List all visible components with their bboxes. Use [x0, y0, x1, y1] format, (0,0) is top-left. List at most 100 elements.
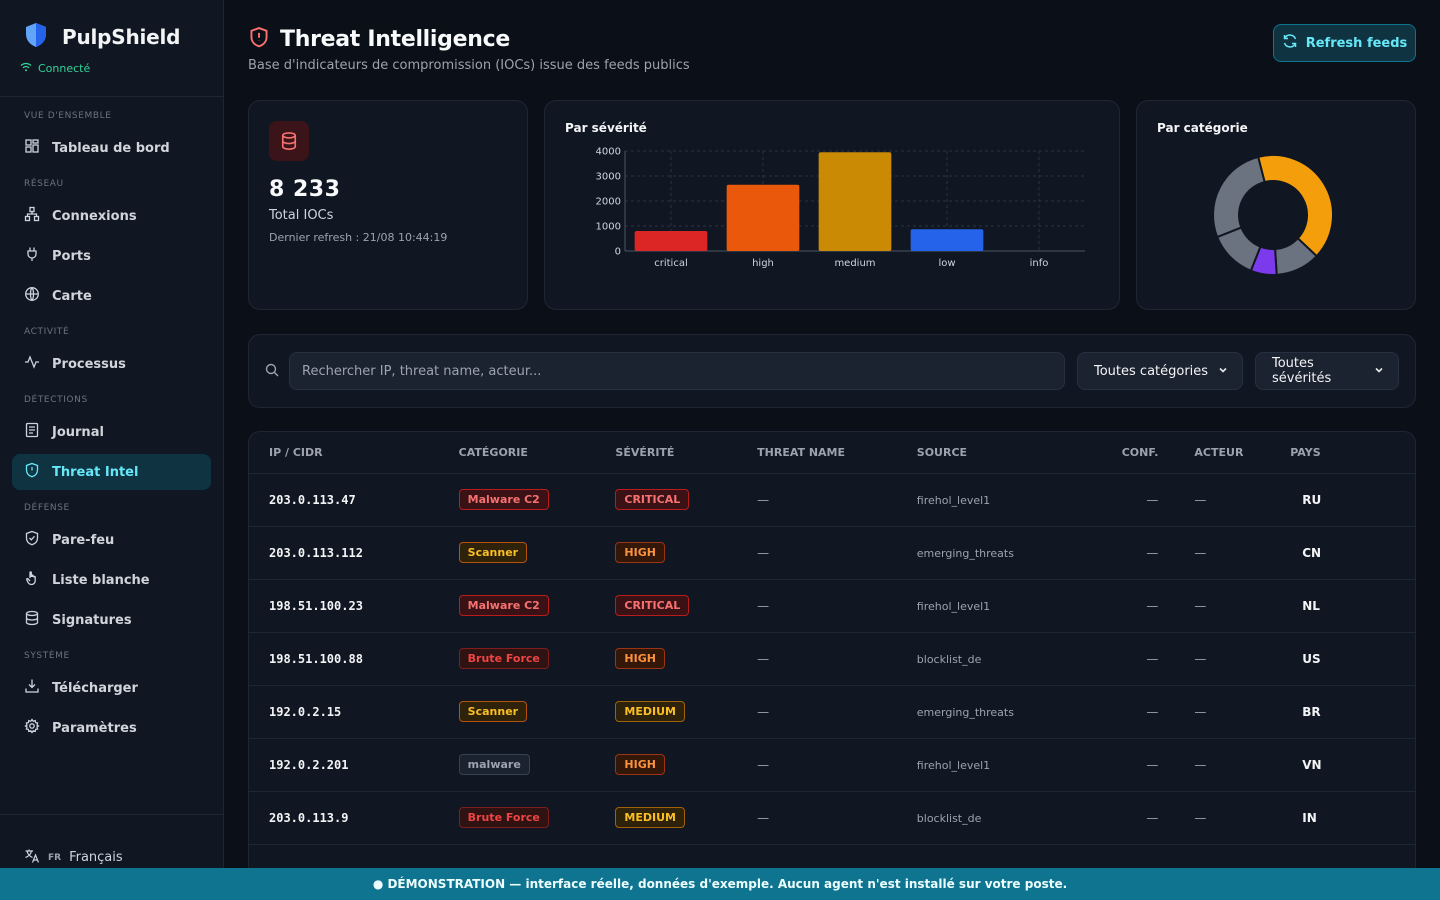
category-badge: Malware C2	[458, 595, 549, 616]
refresh-label: Refresh feeds	[1305, 35, 1408, 51]
shield-alert-icon	[24, 462, 40, 482]
severity-select[interactable]: Toutes sévérités	[1255, 352, 1399, 390]
source: firehol_level1	[916, 599, 991, 613]
col-header-actor[interactable]: ACTEUR	[1170, 432, 1291, 474]
table-row[interactable]: 203.0.113.112 Scanner HIGH — emerging_threat…	[249, 526, 1415, 580]
wifi-icon	[20, 62, 32, 75]
sidebar-nav: VUE D'ENSEMBLE Tableau de bord RÉSEAU Co…	[0, 97, 223, 746]
category-select[interactable]: Toutes catégories	[1077, 352, 1243, 390]
table-header-row: IP / CIDR CATÉGORIE SÉVÉRITÉ THREAT NAME…	[249, 432, 1415, 474]
shield-logo-icon	[24, 22, 48, 52]
col-header-category[interactable]: CATÉGORIE	[458, 432, 616, 474]
sidebar-item-label: Paramètres	[52, 720, 137, 736]
table-row[interactable]: 203.0.113.47 Malware C2 CRITICAL — firehol_l…	[249, 473, 1415, 527]
demo-banner: ● DÉMONSTRATION — interface réelle, donn…	[0, 868, 1440, 900]
dashboard-icon	[24, 138, 40, 158]
sidebar-item-firewall[interactable]: Pare-feu	[12, 522, 211, 558]
sidebar-item-connections[interactable]: Connexions	[12, 198, 211, 234]
page-subtitle: Base d'indicateurs de compromission (IOC…	[248, 58, 690, 73]
page-header: Threat Intelligence Base d'indicateurs d…	[248, 26, 690, 74]
sidebar-item-dashboard[interactable]: Tableau de bord	[12, 130, 211, 166]
sidebar-item-label: Threat Intel	[52, 464, 139, 480]
sidebar-item-label: Pare-feu	[52, 532, 115, 548]
severity-badge: HIGH	[615, 542, 665, 563]
sidebar-item-download[interactable]: Télécharger	[12, 670, 211, 706]
journal-icon	[24, 422, 40, 442]
col-header-threat-name[interactable]: THREAT NAME	[757, 432, 917, 474]
country-code: US	[1302, 651, 1321, 666]
chevron-down-icon	[1218, 364, 1228, 379]
country-code: IN	[1302, 810, 1317, 825]
x-tick-label: critical	[654, 258, 688, 269]
table-row[interactable]: 203.0.113.9 Brute Force MEDIUM — blocklist_d…	[249, 791, 1415, 845]
total-iocs-card: 8 233 Total IOCs Dernier refresh : 21/08…	[248, 100, 528, 310]
col-header-confidence[interactable]: CONF.	[1096, 432, 1171, 474]
source: emerging_threats	[916, 546, 1014, 560]
threat-name: —	[757, 492, 770, 507]
table-row[interactable]: 192.0.2.15 Scanner MEDIUM — emerging_threats…	[249, 685, 1415, 739]
sidebar-item-label: Télécharger	[52, 680, 138, 696]
threat-name: —	[757, 810, 770, 825]
refresh-feeds-button[interactable]: Refresh feeds	[1273, 24, 1416, 62]
threat-name: —	[757, 651, 770, 666]
bar-medium	[818, 152, 892, 251]
source: firehol_level1	[916, 758, 991, 772]
nav-section-overview: VUE D'ENSEMBLE	[24, 111, 112, 121]
sidebar-item-label: Signatures	[52, 612, 132, 628]
country-code: CN	[1302, 545, 1322, 560]
sidebar-item-settings[interactable]: Paramètres	[12, 710, 211, 746]
database-icon	[269, 121, 309, 161]
chevron-down-icon	[1374, 364, 1384, 379]
confidence: —	[1146, 492, 1159, 507]
actor: —	[1194, 651, 1207, 666]
search-icon	[265, 362, 279, 381]
table-row[interactable]: 198.51.100.88 Brute Force HIGH — blocklist_d…	[249, 632, 1415, 686]
search-input[interactable]	[289, 352, 1065, 390]
x-tick-label: info	[1030, 258, 1049, 269]
nav-section-defense: DÉFENSE	[24, 503, 70, 513]
source: emerging_threats	[916, 705, 1014, 719]
table-row[interactable]: 192.0.2.201 malware HIGH — firehol_level1 — — V…	[249, 738, 1415, 792]
y-tick-label: 0	[615, 247, 621, 258]
ip-cidr: 203.0.113.47	[269, 492, 356, 507]
col-header-source[interactable]: SOURCE	[916, 432, 1097, 474]
threat-name: —	[757, 598, 770, 613]
language-code: FR	[48, 852, 62, 863]
brand: PulpShield Connecté	[0, 0, 223, 97]
sidebar-item-label: Connexions	[52, 208, 137, 224]
table-row[interactable]: 198.51.100.23 Malware C2 CRITICAL — firehol_…	[249, 579, 1415, 633]
plug-icon	[24, 246, 40, 266]
ip-cidr: 198.51.100.88	[269, 651, 363, 666]
category-chart-title: Par catégorie	[1157, 121, 1248, 135]
ip-cidr: 192.0.2.201	[269, 757, 349, 772]
country-code: NL	[1302, 598, 1320, 613]
sidebar-item-map[interactable]: Carte	[12, 278, 211, 314]
category-badge: Scanner	[458, 701, 528, 722]
shield-check-icon	[24, 530, 40, 550]
category-badge: Malware C2	[458, 489, 549, 510]
donut-slice-4	[1212, 155, 1266, 239]
actor: —	[1194, 492, 1207, 507]
ip-cidr: 192.0.2.15	[269, 704, 342, 719]
sidebar-item-signatures[interactable]: Signatures	[12, 602, 211, 638]
severity-badge: MEDIUM	[615, 807, 685, 828]
language-switcher[interactable]: FR Français	[0, 814, 223, 900]
sidebar-item-label: Liste blanche	[52, 572, 150, 588]
country-code: VN	[1302, 757, 1322, 772]
col-header-severity[interactable]: SÉVÉRITÉ	[615, 432, 758, 474]
sidebar-item-ports[interactable]: Ports	[12, 238, 211, 274]
confidence: —	[1146, 757, 1159, 772]
donut-slice-0	[1256, 154, 1334, 258]
x-tick-label: high	[752, 258, 774, 269]
sidebar-item-journal[interactable]: Journal	[12, 414, 211, 450]
source: blocklist_de	[916, 811, 982, 825]
connection-status: Connecté	[20, 62, 199, 75]
col-header-country[interactable]: PAYS	[1290, 432, 1415, 474]
sidebar-item-whitelist[interactable]: Liste blanche	[12, 562, 211, 598]
severity-chart-title: Par sévérité	[565, 121, 647, 135]
database-icon	[24, 610, 40, 630]
col-header-ip[interactable]: IP / CIDR	[249, 432, 459, 474]
country-code: BR	[1302, 704, 1321, 719]
sidebar-item-processes[interactable]: Processus	[12, 346, 211, 382]
sidebar-item-threat-intel[interactable]: Threat Intel	[12, 454, 211, 490]
